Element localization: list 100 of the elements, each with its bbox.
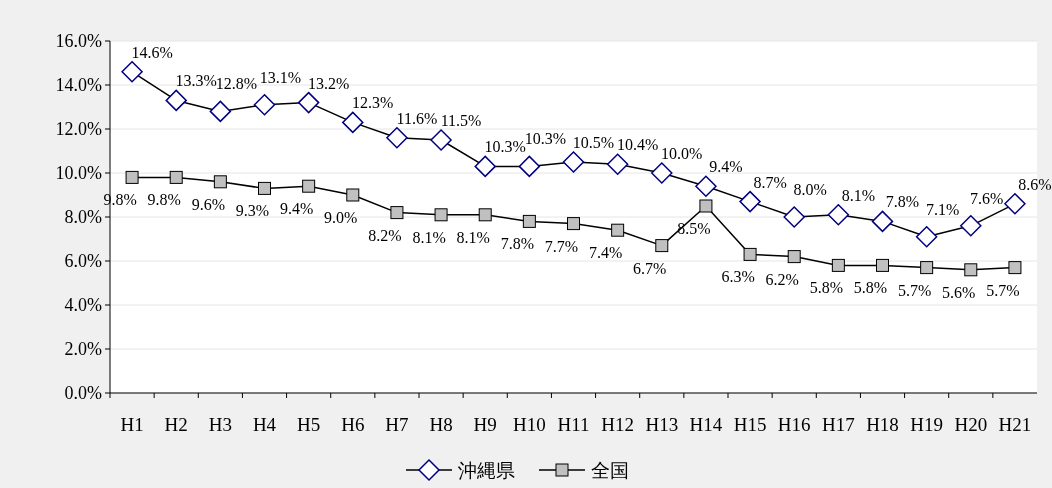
data-label: 8.5% <box>677 220 711 237</box>
x-tick-label: H21 <box>998 414 1032 435</box>
point <box>346 188 360 202</box>
x-tick-label: H16 <box>777 414 811 435</box>
data-label: 9.8% <box>103 191 137 209</box>
data-label: 10.3% <box>524 130 567 148</box>
data-label: 13.3% <box>175 72 217 90</box>
data-label: 5.8% <box>853 279 888 297</box>
data-label: 10.3% <box>484 138 526 156</box>
x-tick-label: H1 <box>120 414 144 435</box>
y-tick-label: 2.0% <box>64 339 102 359</box>
x-tick-label: H15 <box>733 414 767 435</box>
legend-label: 全国 <box>591 459 629 481</box>
legend-label: 沖縄県 <box>458 459 515 481</box>
x-tick-label: H3 <box>208 414 232 435</box>
data-label: 8.1% <box>456 228 490 246</box>
point <box>611 223 625 237</box>
data-label: 11.6% <box>396 109 438 127</box>
point <box>606 153 629 175</box>
data-label: 7.8% <box>500 235 535 253</box>
point <box>478 208 492 222</box>
data-label: 6.7% <box>633 259 667 277</box>
y-tick-label: 8.0% <box>64 207 102 227</box>
point <box>213 175 227 189</box>
x-tick-label: H10 <box>512 414 546 435</box>
point <box>518 155 541 178</box>
point <box>743 247 757 261</box>
data-label: 6.3% <box>721 268 755 286</box>
data-label: 10.5% <box>572 134 615 151</box>
y-tick-label: 16.0% <box>55 31 102 51</box>
data-label: 10.4% <box>616 136 659 154</box>
x-tick-label: H18 <box>866 414 899 435</box>
point <box>827 204 850 226</box>
point <box>964 263 978 277</box>
x-tick-label: H4 <box>252 414 277 435</box>
data-label: 5.7% <box>986 281 1020 299</box>
data-label: 9.4% <box>709 158 743 176</box>
point <box>1008 261 1022 275</box>
point <box>302 179 316 193</box>
x-tick-label: H17 <box>821 414 855 435</box>
point <box>390 206 404 220</box>
point <box>165 89 187 112</box>
y-tick-label: 14.0% <box>55 75 102 95</box>
data-label: 7.7% <box>544 237 579 255</box>
x-tick-label: H6 <box>341 414 365 435</box>
point <box>915 226 938 248</box>
point <box>920 261 934 275</box>
data-label: 8.1% <box>841 186 876 204</box>
data-label: 13.2% <box>307 74 350 92</box>
point <box>783 206 805 228</box>
data-label: 14.6% <box>131 43 173 61</box>
point <box>960 215 982 237</box>
data-label: 8.7% <box>753 173 787 191</box>
x-tick-label: H12 <box>601 414 635 435</box>
y-tick-label: 12.0% <box>55 119 102 139</box>
x-tick-label: H7 <box>385 414 409 435</box>
data-label: 12.3% <box>352 94 394 112</box>
data-label: 9.0% <box>324 209 358 226</box>
data-label: 9.3% <box>235 202 270 220</box>
data-label: 7.6% <box>970 189 1004 207</box>
point <box>655 239 669 253</box>
x-tick-label: H14 <box>689 414 723 435</box>
point <box>258 181 271 195</box>
data-label: 8.1% <box>412 228 446 246</box>
data-label: 5.7% <box>897 281 932 299</box>
point <box>209 100 232 123</box>
point <box>876 258 889 272</box>
x-tick-label: H11 <box>557 414 590 435</box>
data-label: 9.6% <box>191 195 226 213</box>
data-label: 9.4% <box>279 200 314 218</box>
point <box>699 199 713 213</box>
point <box>1004 193 1026 215</box>
data-label: 5.8% <box>809 279 844 297</box>
data-label: 7.8% <box>885 193 920 211</box>
data-label: 5.6% <box>942 283 976 301</box>
point <box>787 250 801 264</box>
point <box>169 170 183 184</box>
point <box>831 258 845 272</box>
point <box>567 217 580 231</box>
point <box>125 170 139 184</box>
x-tick-label: H9 <box>473 414 497 435</box>
x-tick-label: H20 <box>954 414 988 435</box>
data-label: 9.8% <box>147 191 181 209</box>
point <box>434 208 448 222</box>
data-label: 10.0% <box>661 145 703 162</box>
data-label: 8.0% <box>793 181 827 198</box>
x-tick-label: H8 <box>429 414 453 435</box>
x-tick-label: H13 <box>645 414 679 435</box>
data-label: 13.1% <box>259 68 302 86</box>
x-tick-label: H5 <box>297 414 321 435</box>
data-label: 7.1% <box>925 200 960 218</box>
x-tick-label: H2 <box>164 414 188 435</box>
point <box>386 127 408 149</box>
point <box>474 155 496 178</box>
data-label: 7.4% <box>588 244 623 262</box>
point <box>297 91 320 114</box>
point <box>739 190 761 213</box>
y-tick-label: 0.0% <box>64 383 102 403</box>
point <box>522 214 536 228</box>
data-label: 8.2% <box>368 226 402 244</box>
